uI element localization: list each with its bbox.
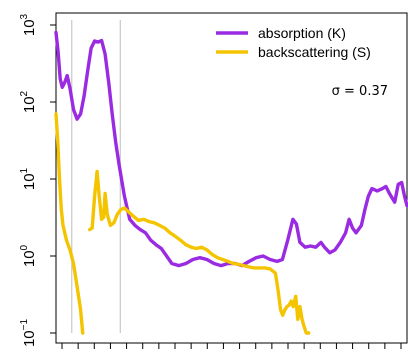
y-tick-label-5: 103 (19, 13, 38, 36)
x-axis (61, 343, 402, 349)
y-tick-label-exponent-4: 2 (19, 90, 30, 96)
y-tick-label-exponent-3: 1 (19, 167, 30, 173)
y-tick-label-exponent-2: 0 (19, 244, 30, 250)
legend: absorption (K) backscattering (S) (216, 25, 371, 60)
y-tick-label-1: 10−1 (19, 319, 38, 348)
y-tick-label-base-4: 10 (21, 96, 38, 113)
y-tick-label-base-1: 10 (21, 330, 38, 347)
legend-label-2: backscattering (S) (258, 44, 371, 60)
y-tick-label-3: 101 (19, 167, 38, 190)
legend-label-1: absorption (K) (258, 25, 346, 41)
sigma-annotation: σ = 0.37 (332, 84, 388, 99)
series-layer (54, 30, 408, 335)
y-tick-label-exponent-1: −1 (19, 319, 30, 331)
y-tick-label-base-3: 10 (21, 173, 38, 190)
y-tick-label-exponent-5: 3 (19, 13, 30, 19)
series-line-2-segment-1 (54, 112, 85, 335)
y-tick-label-4: 102 (19, 90, 38, 113)
series-line-2-segment-2 (88, 169, 311, 335)
y-tick-label-2: 100 (19, 244, 38, 267)
plot-frame (55, 12, 408, 344)
y-tick-label-base-2: 10 (21, 250, 38, 267)
series-line-1-segment-1 (54, 30, 408, 268)
y-tick-label-base-5: 10 (21, 19, 38, 36)
